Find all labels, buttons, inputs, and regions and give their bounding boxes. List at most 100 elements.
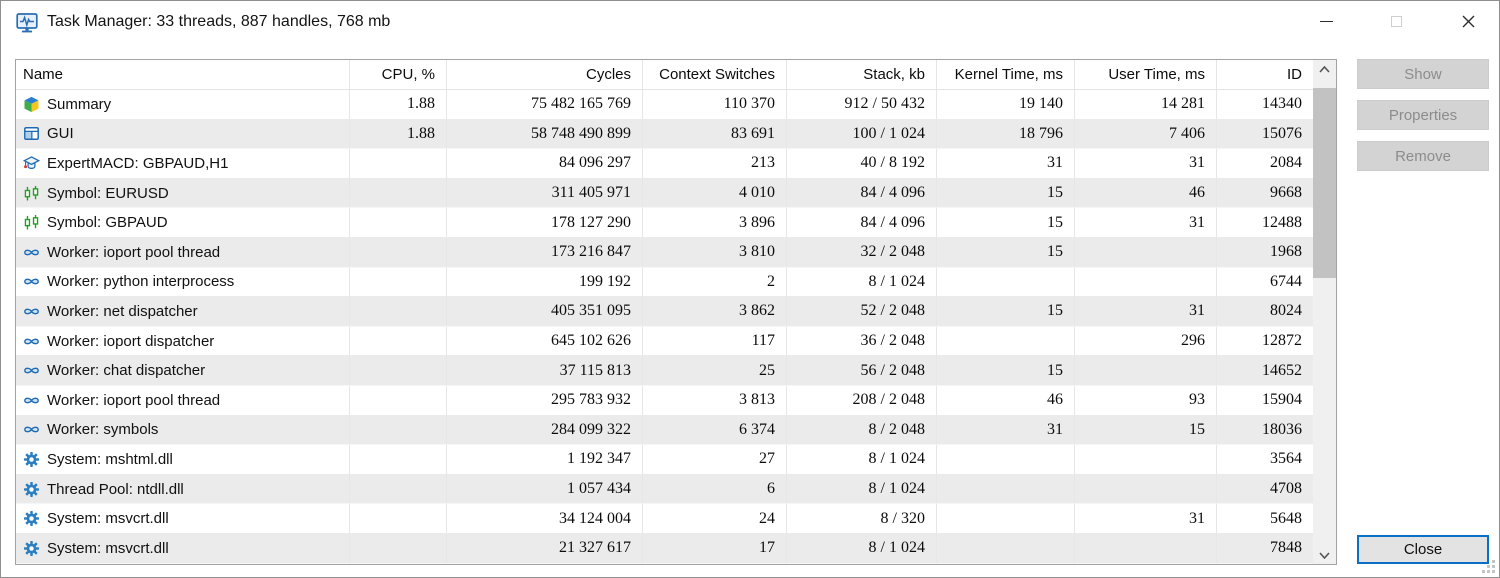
table-row[interactable]: System: mshtml.dll 1 192 347 27 8 / 1 02… xyxy=(16,445,1313,475)
gear-icon xyxy=(23,540,40,557)
table-row[interactable]: Worker: symbols 284 099 322 6 374 8 / 2 … xyxy=(16,415,1313,446)
cycles-value: 173 216 847 xyxy=(447,237,643,267)
scroll-down-button[interactable] xyxy=(1313,546,1336,564)
id-value: 8024 xyxy=(1270,302,1302,320)
thread-name: Thread Pool: ntdll.dll xyxy=(47,480,184,498)
scroll-up-button[interactable] xyxy=(1313,60,1336,78)
table-row[interactable]: Symbol: GBPAUD 178 127 290 3 896 84 / 4 … xyxy=(16,208,1313,238)
kernel-time-value xyxy=(937,267,1075,297)
stack-value: 100 / 1 024 xyxy=(787,119,937,149)
cycles-value: 84 096 297 xyxy=(447,149,643,178)
kernel-time-value xyxy=(937,445,1075,474)
cycles-value: 37 115 813 xyxy=(447,356,643,385)
minimize-button[interactable] xyxy=(1303,1,1349,41)
gear-icon xyxy=(23,481,40,498)
cpu-value xyxy=(350,445,447,474)
table-row[interactable]: Summary 1.88 75 482 165 769 110 370 912 … xyxy=(16,90,1313,120)
user-time-value: 46 xyxy=(1075,178,1217,208)
context-switches-value: 3 896 xyxy=(643,208,787,237)
stack-value: 208 / 2 048 xyxy=(787,385,937,415)
cycles-value: 311 405 971 xyxy=(447,178,643,208)
cycles-value: 75 482 165 769 xyxy=(447,90,643,119)
kernel-time-value xyxy=(937,474,1075,504)
maximize-icon xyxy=(1390,15,1402,27)
table-row[interactable]: Worker: ioport dispatcher 645 102 626 11… xyxy=(16,326,1313,357)
id-value: 12488 xyxy=(1262,213,1302,231)
worker-icon xyxy=(23,244,40,261)
column-header-context-switches[interactable]: Context Switches xyxy=(643,60,787,89)
show-button[interactable]: Show xyxy=(1357,59,1489,89)
column-header-stack[interactable]: Stack, kb xyxy=(787,60,937,89)
kernel-time-value: 19 140 xyxy=(937,90,1075,119)
table-row[interactable]: ExpertMACD: GBPAUD,H1 84 096 297 213 40 … xyxy=(16,149,1313,179)
table-row[interactable]: Worker: chat dispatcher 37 115 813 25 56… xyxy=(16,356,1313,386)
chevron-down-icon xyxy=(1319,551,1330,559)
chevron-up-icon xyxy=(1319,65,1330,73)
context-switches-value: 3 862 xyxy=(643,297,787,326)
table-row[interactable]: Worker: ioport pool thread 173 216 847 3… xyxy=(16,237,1313,268)
table-row[interactable]: Thread Pool: ntdll.dll 1 057 434 6 8 / 1… xyxy=(16,474,1313,505)
user-time-value xyxy=(1075,474,1217,504)
cycles-value: 34 124 004 xyxy=(447,504,643,533)
user-time-value xyxy=(1075,356,1217,385)
cpu-value xyxy=(350,415,447,445)
user-time-value: 31 xyxy=(1075,504,1217,533)
kernel-time-value xyxy=(937,326,1075,356)
maximize-button[interactable] xyxy=(1373,1,1419,41)
stack-value: 8 / 2 048 xyxy=(787,415,937,445)
minimize-icon xyxy=(1319,20,1333,22)
worker-icon xyxy=(23,303,40,320)
stack-value: 8 / 1 024 xyxy=(787,445,937,474)
context-switches-value: 27 xyxy=(643,445,787,474)
remove-button[interactable]: Remove xyxy=(1357,141,1489,171)
stack-value: 40 / 8 192 xyxy=(787,149,937,178)
cpu-value xyxy=(350,356,447,385)
table-row[interactable]: GUI 1.88 58 748 490 899 83 691 100 / 1 0… xyxy=(16,119,1313,150)
table-row[interactable]: Symbol: EURUSD 311 405 971 4 010 84 / 4 … xyxy=(16,178,1313,209)
column-header-cpu[interactable]: CPU, % xyxy=(350,60,447,89)
kernel-time-value: 46 xyxy=(937,385,1075,415)
column-header-user-time[interactable]: User Time, ms xyxy=(1075,60,1217,89)
column-header-kernel-time[interactable]: Kernel Time, ms xyxy=(937,60,1075,89)
table-row[interactable]: Worker: python interprocess 199 192 2 8 … xyxy=(16,267,1313,298)
cpu-value xyxy=(350,267,447,297)
column-header-name[interactable]: Name xyxy=(16,60,350,89)
id-value: 9668 xyxy=(1270,184,1302,202)
stack-value: 36 / 2 048 xyxy=(787,326,937,356)
close-window-button[interactable] xyxy=(1445,1,1491,41)
stack-value: 84 / 4 096 xyxy=(787,208,937,237)
properties-button[interactable]: Properties xyxy=(1357,100,1489,130)
scrollbar-thumb[interactable] xyxy=(1313,88,1336,278)
table-row[interactable]: System: msvcrt.dll 34 124 004 24 8 / 320… xyxy=(16,504,1313,534)
column-header-id[interactable]: ID xyxy=(1287,66,1302,83)
context-switches-value: 4 010 xyxy=(643,178,787,208)
cycles-value: 295 783 932 xyxy=(447,385,643,415)
table-body: Summary 1.88 75 482 165 769 110 370 912 … xyxy=(16,90,1313,564)
gear-icon xyxy=(23,510,40,527)
stack-value: 8 / 1 024 xyxy=(787,533,937,563)
vertical-scrollbar[interactable] xyxy=(1313,60,1336,564)
threads-table: Name CPU, % Cycles Context Switches Stac… xyxy=(15,59,1337,565)
cycles-value: 405 351 095 xyxy=(447,297,643,326)
user-time-value xyxy=(1075,445,1217,474)
id-value: 15904 xyxy=(1262,391,1302,409)
table-row[interactable]: Worker: net dispatcher 405 351 095 3 862… xyxy=(16,297,1313,327)
cycles-value: 199 192 xyxy=(447,267,643,297)
column-header-cycles[interactable]: Cycles xyxy=(447,60,643,89)
resize-grip[interactable] xyxy=(1481,559,1495,573)
cpu-value xyxy=(350,178,447,208)
table-header: Name CPU, % Cycles Context Switches Stac… xyxy=(16,60,1313,90)
user-time-value: 14 281 xyxy=(1075,90,1217,119)
kernel-time-value xyxy=(937,504,1075,533)
table-row[interactable]: System: msvcrt.dll 21 327 617 17 8 / 1 0… xyxy=(16,533,1313,564)
id-value: 5648 xyxy=(1270,509,1302,527)
id-value: 15076 xyxy=(1262,124,1302,142)
id-value: 2084 xyxy=(1270,154,1302,172)
table-row[interactable]: Worker: ioport pool thread 295 783 932 3… xyxy=(16,385,1313,416)
user-time-value: 7 406 xyxy=(1075,119,1217,149)
context-switches-value: 213 xyxy=(643,149,787,178)
kernel-time-value: 31 xyxy=(937,415,1075,445)
thread-name: System: mshtml.dll xyxy=(47,450,173,468)
user-time-value: 31 xyxy=(1075,297,1217,326)
close-button[interactable]: Close xyxy=(1357,535,1489,564)
